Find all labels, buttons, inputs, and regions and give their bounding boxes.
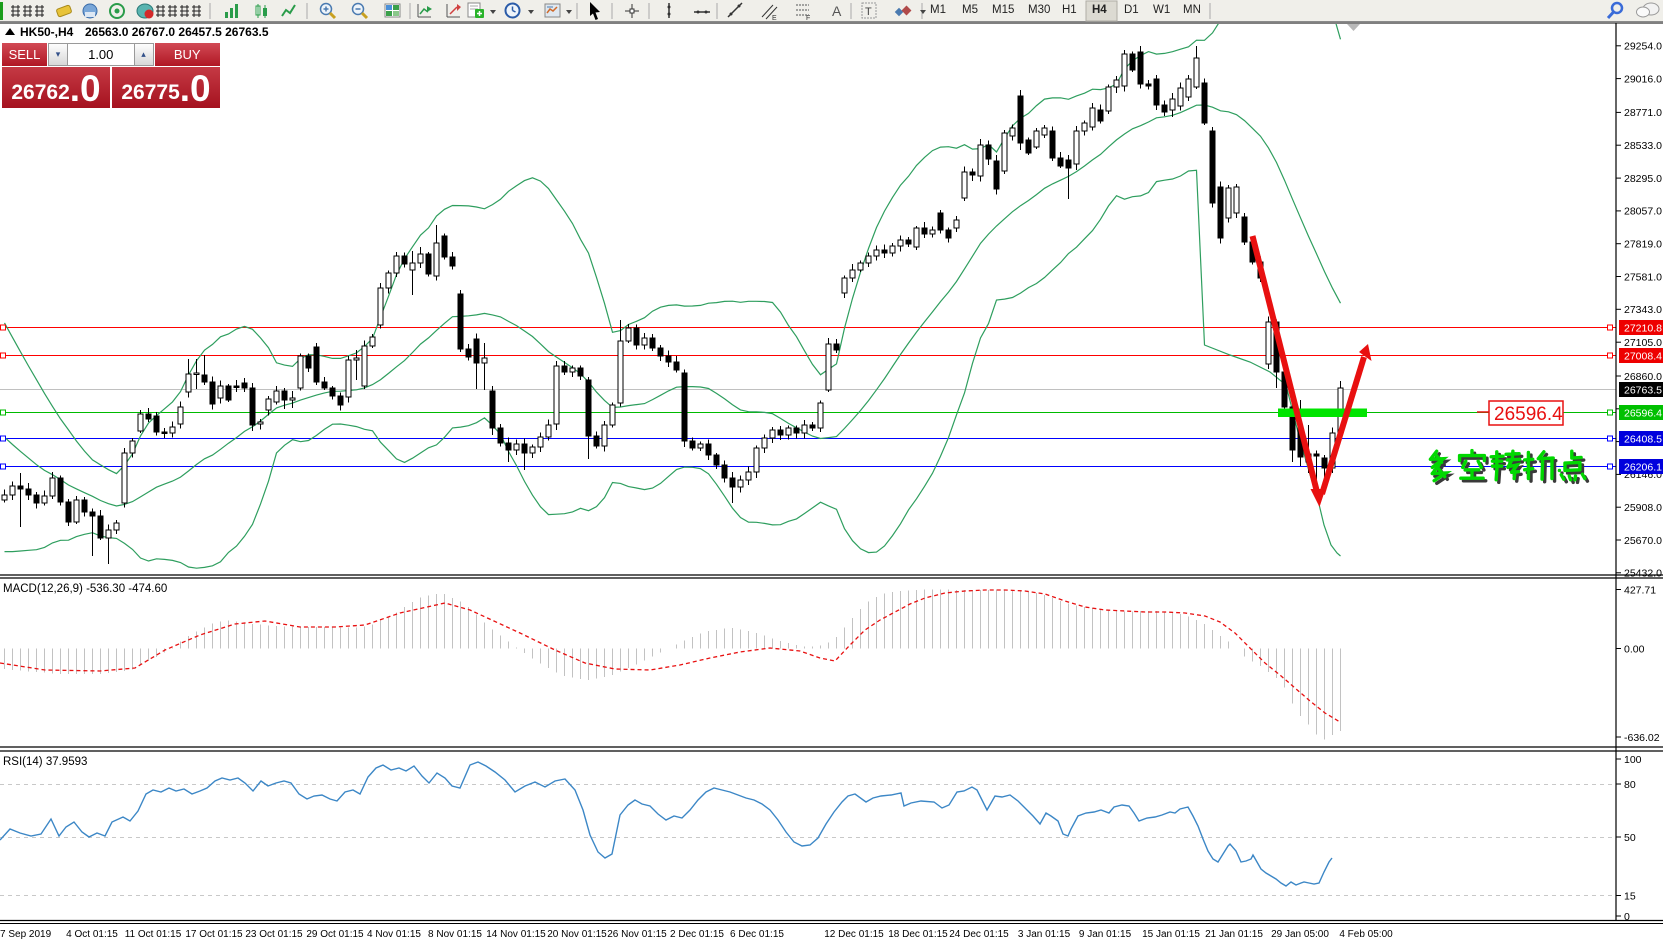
svg-text:12 Dec 01:15: 12 Dec 01:15: [824, 929, 884, 940]
svg-text:29016.0: 29016.0: [1624, 73, 1662, 85]
svg-text:20 Nov 01:15: 20 Nov 01:15: [547, 929, 607, 940]
svg-text:3 Jan 01:15: 3 Jan 01:15: [1018, 929, 1071, 940]
svg-text:RSI(14) 37.9593: RSI(14) 37.9593: [3, 756, 87, 768]
svg-text:427.71: 427.71: [1624, 584, 1656, 596]
svg-text:50: 50: [1624, 832, 1636, 844]
svg-text:11 Oct 01:15: 11 Oct 01:15: [125, 929, 182, 940]
svg-text:26 Nov 01:15: 26 Nov 01:15: [607, 929, 667, 940]
svg-text:26206.1: 26206.1: [1624, 461, 1662, 473]
svg-text:29254.0: 29254.0: [1624, 41, 1662, 53]
svg-text:0.00: 0.00: [1624, 643, 1645, 655]
svg-text:26408.5: 26408.5: [1624, 433, 1662, 445]
svg-text:T: T: [865, 6, 872, 18]
svg-text:E: E: [772, 15, 777, 22]
svg-text:15: 15: [1624, 890, 1636, 902]
svg-text:-636.02: -636.02: [1624, 732, 1660, 744]
svg-text:25670.0: 25670.0: [1624, 535, 1662, 547]
svg-text:28295.0: 28295.0: [1624, 173, 1662, 185]
svg-text:26860.0: 26860.0: [1624, 371, 1662, 383]
svg-text:28771.0: 28771.0: [1624, 107, 1662, 119]
svg-text:0: 0: [1624, 911, 1630, 923]
svg-text:7 Sep 2019: 7 Sep 2019: [0, 929, 52, 940]
svg-text:80: 80: [1624, 779, 1636, 791]
svg-text:17 Oct 01:15: 17 Oct 01:15: [185, 929, 243, 940]
svg-text:27819.0: 27819.0: [1624, 239, 1662, 251]
svg-text:8 Nov 01:15: 8 Nov 01:15: [428, 929, 482, 940]
svg-text:26563.0 26767.0 26457.5 26763.: 26563.0 26767.0 26457.5 26763.5: [85, 25, 269, 39]
svg-text:27210.8: 27210.8: [1624, 322, 1662, 334]
svg-text:4 Nov 01:15: 4 Nov 01:15: [367, 929, 421, 940]
svg-text:28057.0: 28057.0: [1624, 206, 1662, 218]
svg-text:2 Dec 01:15: 2 Dec 01:15: [670, 929, 724, 940]
svg-text:26763.5: 26763.5: [1624, 384, 1662, 396]
svg-text:27343.0: 27343.0: [1624, 304, 1662, 316]
svg-text:25432.0: 25432.0: [1624, 568, 1662, 580]
svg-text:A: A: [832, 3, 842, 19]
svg-text:18 Dec 01:15: 18 Dec 01:15: [888, 929, 948, 940]
svg-text:26596.4: 26596.4: [1624, 407, 1662, 419]
svg-text:MACD(12,26,9) -536.30 -474.60: MACD(12,26,9) -536.30 -474.60: [3, 583, 167, 595]
svg-text:F: F: [806, 15, 810, 22]
svg-text:6 Dec 01:15: 6 Dec 01:15: [730, 929, 784, 940]
svg-text:29 Oct 01:15: 29 Oct 01:15: [306, 929, 364, 940]
svg-text:28533.0: 28533.0: [1624, 140, 1662, 152]
svg-text:27581.0: 27581.0: [1624, 271, 1662, 283]
svg-text:14 Nov 01:15: 14 Nov 01:15: [486, 929, 546, 940]
svg-text:24 Dec 01:15: 24 Dec 01:15: [949, 929, 1009, 940]
svg-text:HK50-,H4: HK50-,H4: [20, 25, 74, 39]
svg-text:15 Jan 01:15: 15 Jan 01:15: [1142, 929, 1200, 940]
svg-text:21 Jan 01:15: 21 Jan 01:15: [1205, 929, 1263, 940]
svg-text:9 Jan 01:15: 9 Jan 01:15: [1079, 929, 1132, 940]
svg-text:4 Oct 01:15: 4 Oct 01:15: [66, 929, 118, 940]
svg-text:27105.0: 27105.0: [1624, 337, 1662, 349]
svg-text:25908.0: 25908.0: [1624, 502, 1662, 514]
svg-text:100: 100: [1624, 754, 1642, 766]
svg-text:4 Feb 05:00: 4 Feb 05:00: [1339, 929, 1393, 940]
svg-text:26596.4: 26596.4: [1494, 404, 1563, 425]
svg-text:27008.4: 27008.4: [1624, 350, 1662, 362]
svg-text:23 Oct 01:15: 23 Oct 01:15: [245, 929, 303, 940]
svg-text:29 Jan 05:00: 29 Jan 05:00: [1271, 929, 1329, 940]
